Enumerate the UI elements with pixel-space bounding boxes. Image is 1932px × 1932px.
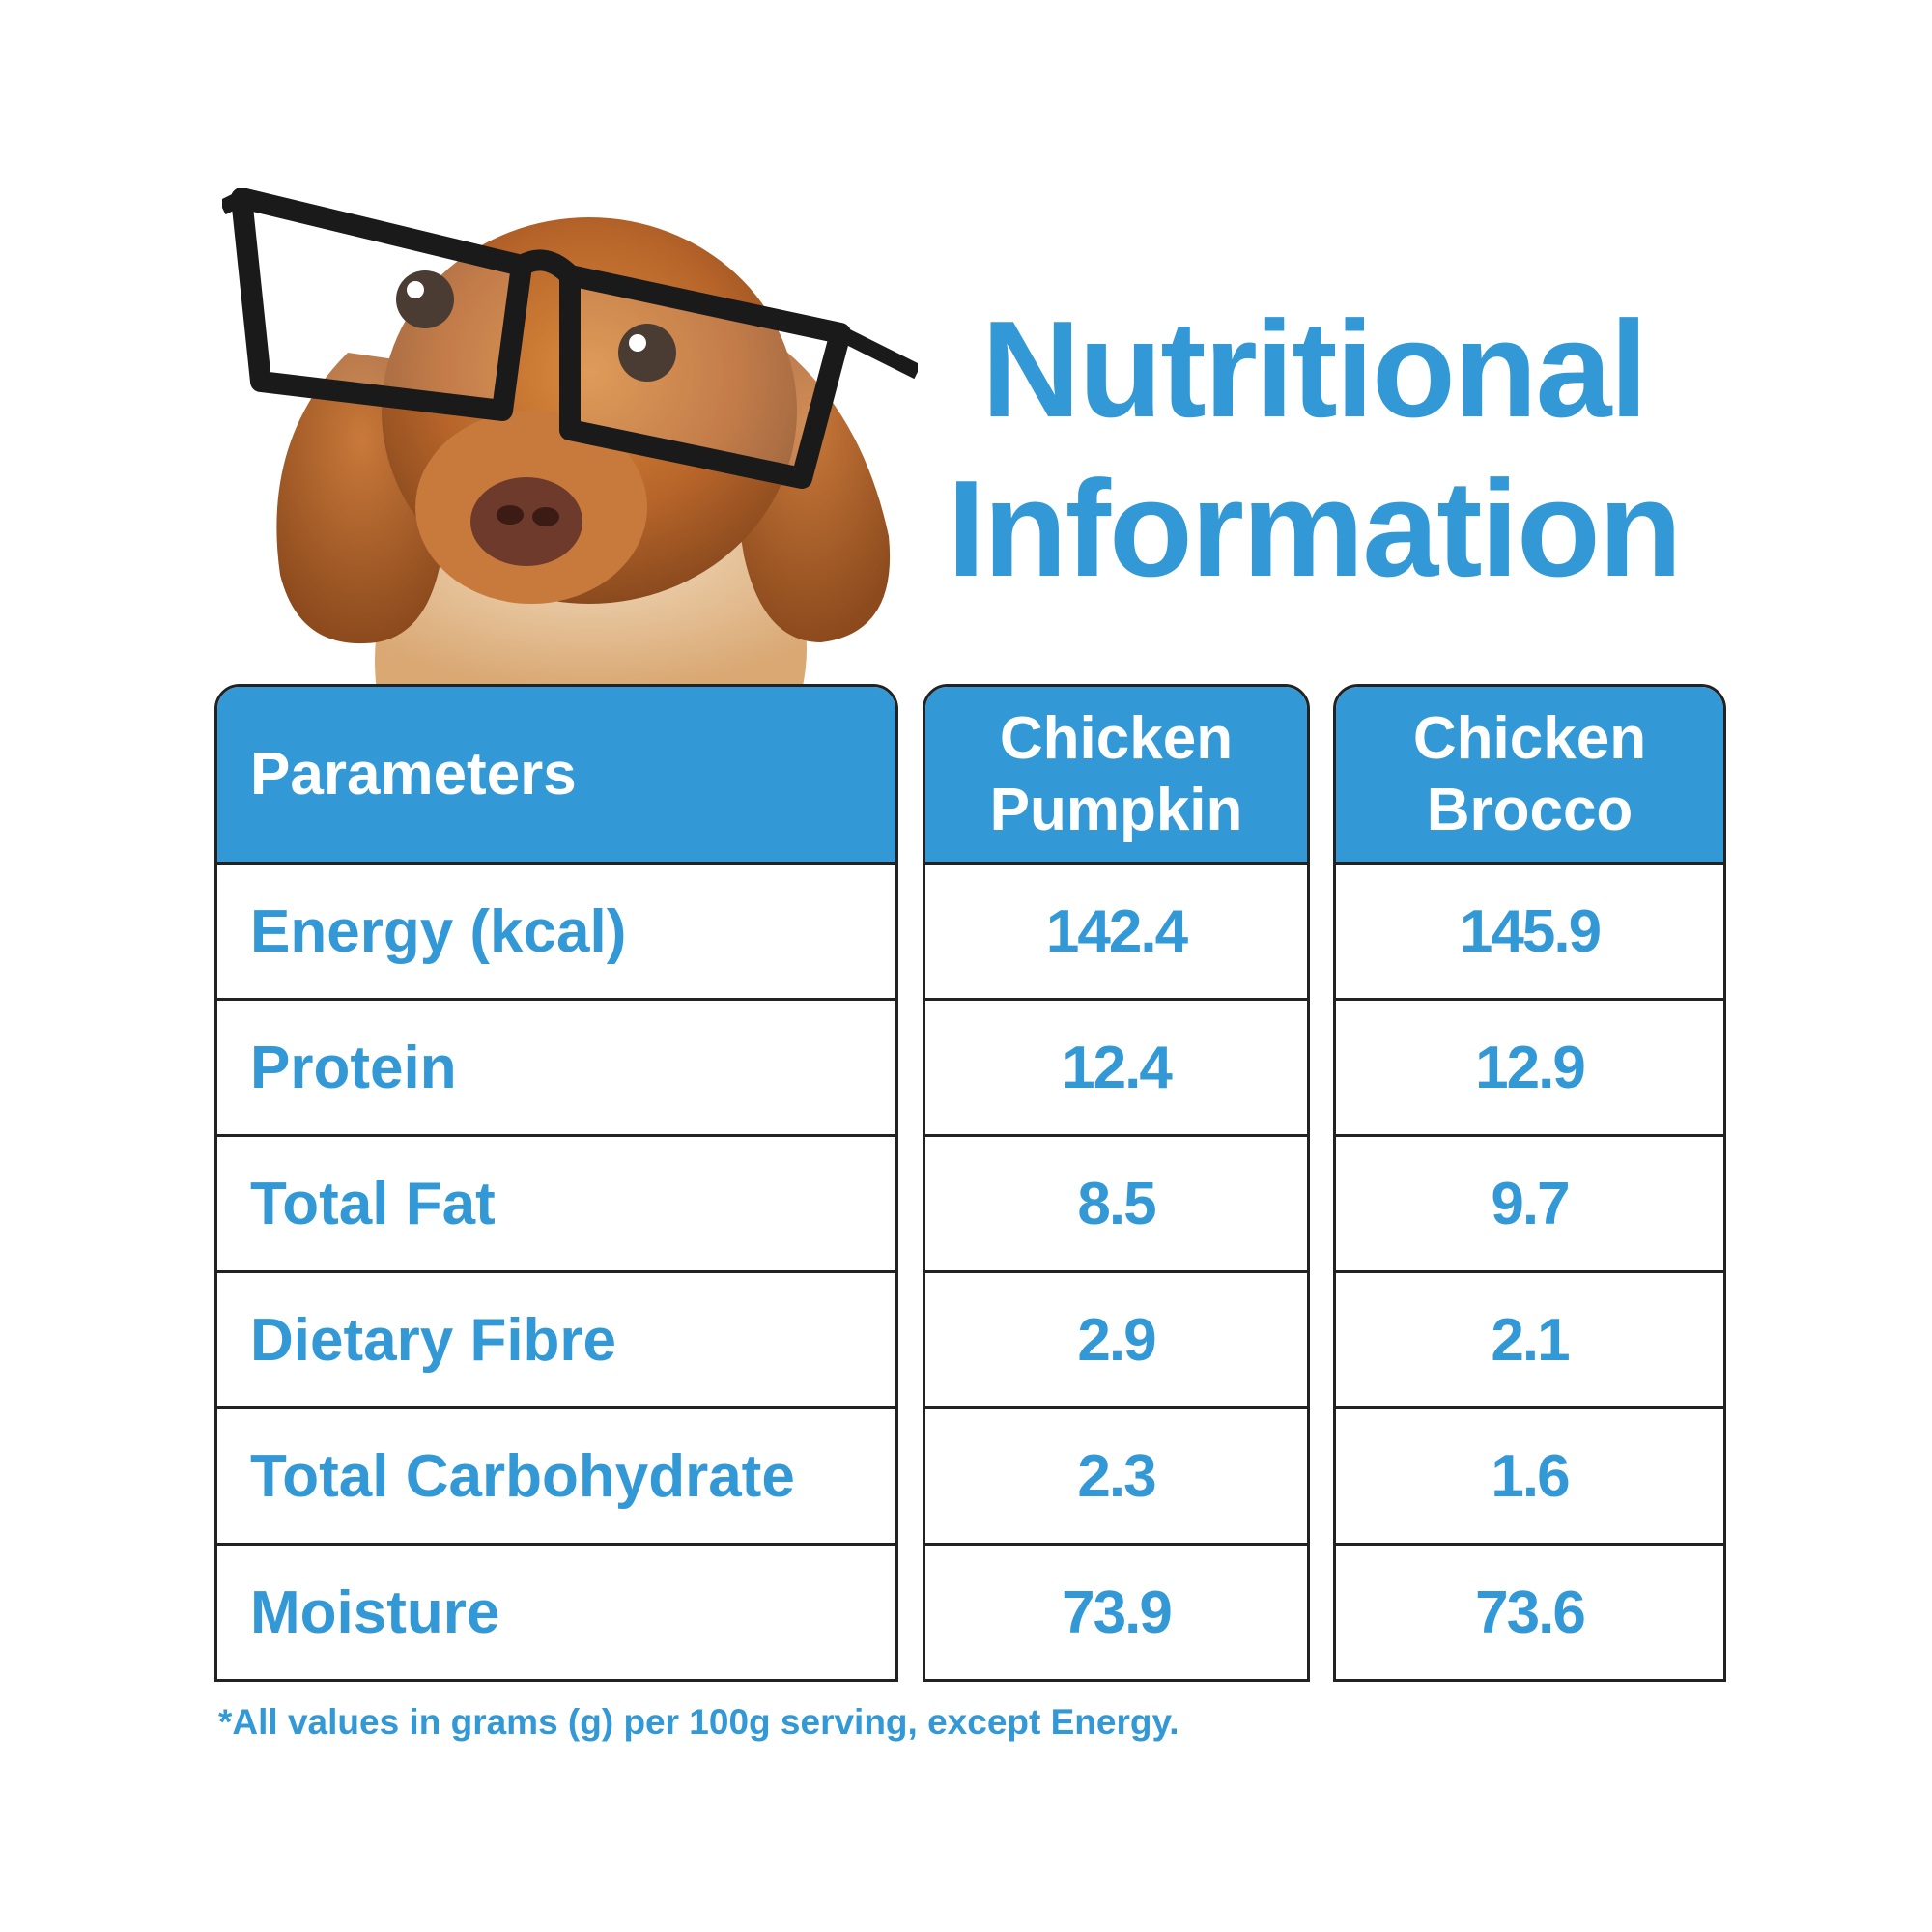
chicken-pumpkin-header-label: Chicken Pumpkin [989,704,1243,843]
value-cell: 142.4 [925,865,1307,1001]
parameter-cell: Protein [217,1001,895,1137]
parameters-header: Parameters [217,687,895,865]
value-cell: 73.9 [1062,1578,1173,1646]
parameter-cell: Dietary Fibre [217,1273,895,1409]
parameters-column: Parameters Energy (kcal) Protein Total F… [214,684,898,1682]
title-line-1: Nutritional [981,293,1648,446]
dog-with-glasses-image [222,188,918,691]
value-cell: 1.6 [1336,1409,1723,1546]
title-line-2: Information [947,452,1683,606]
value-cell: 2.3 [925,1409,1307,1546]
chicken-brocco-header: Chicken Brocco [1336,687,1723,865]
value-cell: 12.4 [925,1001,1307,1137]
chicken-pumpkin-column: Chicken Pumpkin 142.4 12.4 8.5 2.9 2.3 7… [923,684,1310,1682]
value-cell: 73.6 [1475,1578,1586,1646]
value-cell: 2.1 [1336,1273,1723,1409]
parameters-header-label: Parameters [250,740,577,808]
parameter-cell: Moisture [250,1578,500,1646]
page-title: Nutritional Information [927,290,1700,609]
chicken-brocco-header-label: Chicken Brocco [1412,704,1647,843]
footnote: *All values in grams (g) per 100g servin… [218,1702,1179,1742]
value-cell: 9.7 [1336,1137,1723,1273]
value-cell: 2.9 [925,1273,1307,1409]
chicken-pumpkin-header: Chicken Pumpkin [925,687,1307,865]
parameter-cell: Total Fat [217,1137,895,1273]
value-cell: 8.5 [925,1137,1307,1273]
parameter-cell: Energy (kcal) [217,865,895,1001]
chicken-brocco-column: Chicken Brocco 145.9 12.9 9.7 2.1 1.6 73… [1333,684,1726,1682]
value-cell: 145.9 [1336,865,1723,1001]
value-cell: 12.9 [1336,1001,1723,1137]
parameter-cell: Total Carbohydrate [217,1409,895,1546]
